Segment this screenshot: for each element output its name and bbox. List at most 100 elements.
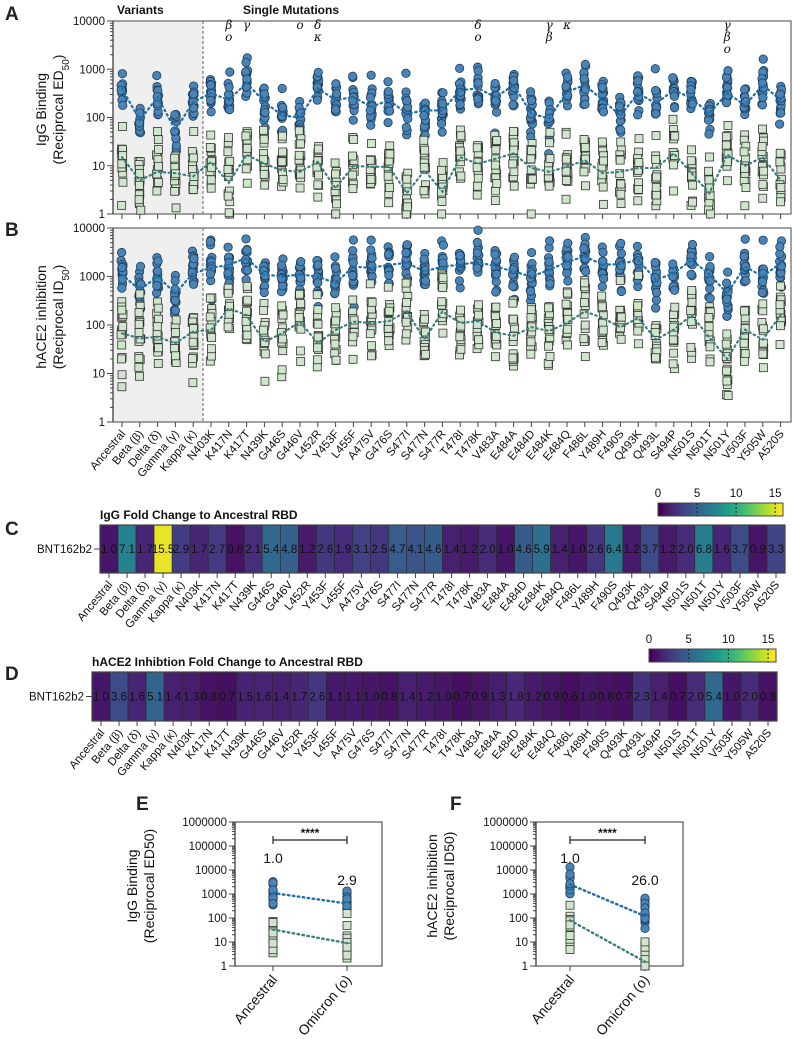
data-point-circle xyxy=(775,119,785,129)
data-point-square xyxy=(563,314,573,324)
data-point-circle xyxy=(437,127,447,137)
heatmap-value: 3.7 xyxy=(642,544,658,556)
heatmap-value: 1.4 xyxy=(273,692,290,704)
colorbar-segment xyxy=(745,503,750,516)
data-point-circle xyxy=(616,238,626,248)
data-point-square xyxy=(242,330,252,340)
data-point-circle xyxy=(472,263,482,273)
data-point-square xyxy=(170,186,180,196)
data-point-square xyxy=(206,183,216,193)
data-point-square xyxy=(259,169,269,179)
heatmap-value: 1.1 xyxy=(345,692,361,704)
variant-annotation: κ xyxy=(562,18,571,32)
data-point-square xyxy=(615,169,625,179)
data-point-square xyxy=(579,334,589,344)
colorbar-segment xyxy=(750,649,755,662)
data-point-square xyxy=(704,322,714,332)
data-point-circle xyxy=(455,250,465,261)
variant-annotation: o xyxy=(724,42,731,56)
series-squares xyxy=(116,269,786,400)
data-point-square xyxy=(118,122,127,131)
colorbar-segment xyxy=(714,503,718,516)
heatmap-value: 2.3 xyxy=(634,692,650,704)
data-point-square xyxy=(526,349,536,359)
data-point-square xyxy=(705,357,715,367)
panel-letter: C xyxy=(5,519,19,540)
data-point-square xyxy=(563,340,572,350)
heatmap-value: 3.7 xyxy=(732,544,748,556)
heatmap-value: 0.7 xyxy=(219,692,235,704)
data-point-square xyxy=(223,147,233,157)
data-point-square xyxy=(278,310,288,320)
data-point-square xyxy=(565,920,575,930)
heatmap-value: 1.4 xyxy=(165,692,182,704)
data-point-square xyxy=(758,349,768,359)
heatmap-value: 6.4 xyxy=(606,544,623,556)
colorbar-segment xyxy=(709,649,713,662)
data-point-circle xyxy=(436,119,447,129)
data-point-circle xyxy=(579,74,589,84)
data-point-circle xyxy=(242,265,253,275)
heatmap-value: 1.7 xyxy=(291,692,307,704)
data-point-circle xyxy=(366,235,376,245)
heatmap-value: 1.0 xyxy=(363,692,379,704)
data-point-square xyxy=(278,346,288,356)
data-point-circle xyxy=(206,95,216,105)
data-point-square xyxy=(171,315,181,325)
data-point-square xyxy=(561,129,571,139)
data-point-square xyxy=(739,338,749,348)
colorbar-segment xyxy=(756,649,761,662)
data-point-square xyxy=(383,171,393,181)
data-point-square xyxy=(118,177,128,187)
data-point-circle xyxy=(259,287,269,298)
panel-E: IgG Binding(Reciprocal ED50) xyxy=(124,821,383,971)
data-point-square xyxy=(330,158,340,168)
data-point-circle xyxy=(491,287,501,297)
data-point-circle xyxy=(367,261,377,271)
colorbar xyxy=(657,502,784,517)
data-point-square xyxy=(224,309,234,319)
data-point-square xyxy=(579,167,589,177)
data-point-square xyxy=(171,328,181,337)
colorbar-segment xyxy=(761,503,765,516)
data-point-circle xyxy=(597,281,607,292)
data-point-circle xyxy=(758,54,768,64)
data-point-circle xyxy=(651,109,661,119)
colorbar-tick-label: 5 xyxy=(694,488,700,500)
data-point-square xyxy=(491,302,501,312)
data-point-square xyxy=(134,195,144,205)
data-point-square xyxy=(687,286,697,295)
data-point-circle xyxy=(455,99,465,110)
data-point-circle xyxy=(383,117,393,128)
colorbar-segment xyxy=(686,503,690,516)
data-point-circle xyxy=(401,248,411,258)
data-point-square xyxy=(313,144,323,154)
data-point-square xyxy=(526,154,536,164)
y-axis-title: hACE2 inhibition(Reciprocal ID50) xyxy=(424,832,457,941)
data-point-circle xyxy=(615,101,625,112)
data-point-circle xyxy=(758,92,768,103)
data-point-square xyxy=(561,176,571,185)
data-point-square xyxy=(508,353,518,363)
heatmap-value: 2.6 xyxy=(309,692,325,704)
y-axis-title-line2: (Reciprocal ED xyxy=(50,70,66,164)
heatmap-value: 1.3 xyxy=(183,692,199,704)
colorbar-segment xyxy=(731,649,736,662)
data-point-circle xyxy=(472,237,482,248)
data-point-circle xyxy=(420,265,430,275)
data-point-circle xyxy=(705,251,715,262)
colorbar-segment xyxy=(718,649,723,662)
y-tick-label: 1000 xyxy=(502,889,528,901)
data-point-square xyxy=(669,348,679,358)
data-point-square xyxy=(401,317,411,327)
data-point-circle xyxy=(650,85,661,96)
data-point-square xyxy=(437,297,447,307)
data-point-circle xyxy=(365,105,375,115)
data-point-square xyxy=(640,937,650,947)
data-point-square xyxy=(581,154,590,164)
data-point-circle xyxy=(509,252,520,262)
data-point-square xyxy=(598,182,608,192)
data-point-circle xyxy=(490,78,500,89)
data-point-circle xyxy=(544,257,554,267)
group-label-variants: Variants xyxy=(117,3,164,17)
